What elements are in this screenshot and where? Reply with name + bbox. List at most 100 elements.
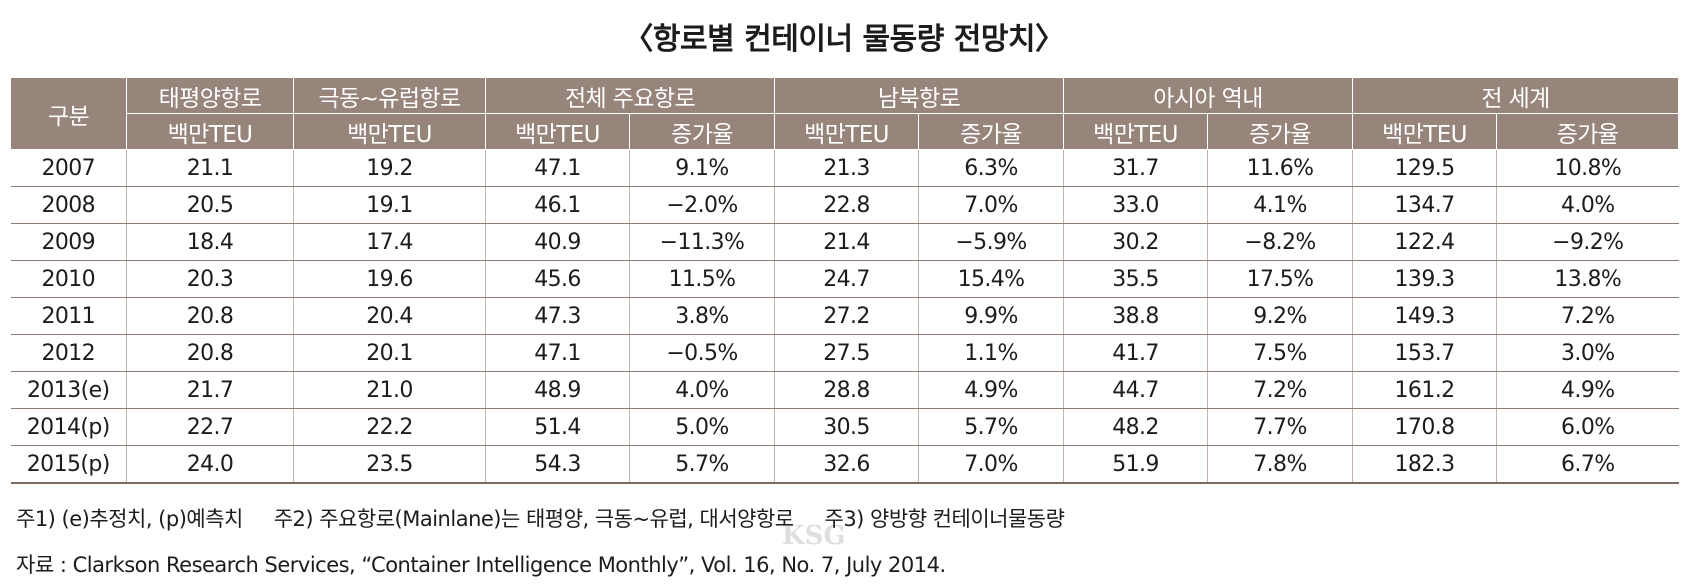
table-cell: 6.3% — [918, 149, 1065, 187]
table-cell: −5.9% — [918, 223, 1065, 261]
table-cell: 28.8 — [774, 371, 920, 409]
header-intra-asia: 아시아 역내 — [1063, 77, 1354, 114]
table-cell: 139.3 — [1352, 260, 1498, 298]
table-cell: 20.8 — [126, 334, 294, 372]
table-cell: 51.9 — [1063, 445, 1209, 484]
row-label: 2011 — [10, 297, 127, 335]
table-cell: 48.2 — [1063, 408, 1209, 446]
table-cell: 21.1 — [126, 149, 294, 187]
table-cell: 22.2 — [293, 408, 486, 446]
table-cell: 5.7% — [628, 445, 776, 484]
table-cell: 20.8 — [126, 297, 294, 335]
table-cell: 10.8% — [1496, 149, 1679, 187]
table-cell: 17.5% — [1207, 260, 1354, 298]
table-cell: 7.0% — [918, 186, 1065, 224]
table-cell: 3.0% — [1496, 334, 1679, 372]
row-label: 2010 — [10, 260, 127, 298]
header-unit: 백만TEU — [126, 113, 294, 150]
table-cell: 149.3 — [1352, 297, 1498, 335]
table-cell: 7.8% — [1207, 445, 1354, 484]
header-pacific: 태평양항로 — [126, 77, 294, 114]
table-cell: 11.6% — [1207, 149, 1354, 187]
table-cell: 11.5% — [628, 260, 776, 298]
header-north-south: 남북항로 — [774, 77, 1065, 114]
header-growth: 증가율 — [628, 113, 776, 150]
table-row: 2013(e) 21.7 21.0 48.9 4.0% 28.8 4.9% 44.7 7.2% 1… — [10, 371, 1679, 409]
table-cell: 4.0% — [628, 371, 776, 409]
table-cell: 19.2 — [293, 149, 486, 187]
table-cell: 45.6 — [485, 260, 630, 298]
table-cell: 4.1% — [1207, 186, 1354, 224]
header-growth: 증가율 — [1496, 113, 1680, 150]
table-cell: 33.0 — [1063, 186, 1209, 224]
table-cell: 27.5 — [774, 334, 920, 372]
table-cell: 24.7 — [774, 260, 920, 298]
table-cell: 19.1 — [293, 186, 486, 224]
table-cell: 27.2 — [774, 297, 920, 335]
table-cell: 5.0% — [628, 408, 776, 446]
table-row: 2007 21.1 19.2 47.1 9.1% 21.3 6.3% 31.7 11.6% 129… — [10, 149, 1679, 187]
table-cell: 7.7% — [1207, 408, 1354, 446]
table-cell: 153.7 — [1352, 334, 1498, 372]
row-label: 2012 — [10, 334, 127, 372]
header-unit: 백만TEU — [293, 113, 486, 150]
table-cell: 3.8% — [628, 297, 776, 335]
table-cell: 7.5% — [1207, 334, 1354, 372]
row-label: 2007 — [10, 149, 127, 187]
row-label: 2009 — [10, 223, 127, 261]
table-cell: 18.4 — [126, 223, 294, 261]
table-cell: 6.7% — [1496, 445, 1679, 484]
table-cell: 40.9 — [485, 223, 630, 261]
row-label: 2013(e) — [10, 371, 127, 409]
table-cell: 21.0 — [293, 371, 486, 409]
page-title: 〈항로별 컨테이너 물동량 전망치〉 — [623, 22, 1065, 57]
table-cell: 4.0% — [1496, 186, 1679, 224]
table-cell: 44.7 — [1063, 371, 1209, 409]
header-unit: 백만TEU — [774, 113, 920, 150]
table-cell: 13.8% — [1496, 260, 1679, 298]
header-growth: 증가율 — [918, 113, 1065, 150]
header-world: 전 세계 — [1352, 77, 1680, 114]
table-cell: 4.9% — [1496, 371, 1679, 409]
table-cell: 20.4 — [293, 297, 486, 335]
table-cell: 182.3 — [1352, 445, 1498, 484]
table-cell: 9.9% — [918, 297, 1065, 335]
table-row: 2008 20.5 19.1 46.1 −2.0% 22.8 7.0% 33.0 4.1% 134… — [10, 186, 1679, 224]
table-cell: −11.3% — [628, 223, 776, 261]
table-cell: 7.2% — [1496, 297, 1679, 335]
table-cell: 6.0% — [1496, 408, 1679, 446]
watermark-logo: KSG — [782, 521, 846, 551]
table-cell: 20.1 — [293, 334, 486, 372]
table-cell: 51.4 — [485, 408, 630, 446]
header-category: 구분 — [10, 77, 127, 150]
table-cell: 41.7 — [1063, 334, 1209, 372]
table-cell: 170.8 — [1352, 408, 1498, 446]
table-cell: 20.5 — [126, 186, 294, 224]
table-cell: 161.2 — [1352, 371, 1498, 409]
table-cell: 35.5 — [1063, 260, 1209, 298]
header-unit: 백만TEU — [485, 113, 630, 150]
table-cell: 122.4 — [1352, 223, 1498, 261]
table-cell: 31.7 — [1063, 149, 1209, 187]
table-row: 2009 18.4 17.4 40.9 −11.3% 21.4 −5.9% 30.2 −8.2%… — [10, 223, 1679, 261]
header-row-units: 백만TEU 백만TEU 백만TEU 증가율 백만TEU 증가율 백만TEU 증가… — [11, 113, 1680, 150]
header-mainlane: 전체 주요항로 — [484, 77, 776, 114]
table-cell: 20.3 — [126, 260, 294, 298]
table-cell: 134.7 — [1352, 186, 1498, 224]
table-cell: −0.5% — [628, 334, 776, 372]
table-row: 2010 20.3 19.6 45.6 11.5% 24.7 15.4% 35.5 17.5% 1… — [10, 260, 1679, 298]
table-cell: 38.8 — [1063, 297, 1209, 335]
header-unit: 백만TEU — [1063, 113, 1209, 150]
table-cell: 4.9% — [918, 371, 1065, 409]
table-cell: 1.1% — [918, 334, 1065, 372]
table-cell: 21.7 — [126, 371, 294, 409]
table-cell: 21.3 — [774, 149, 920, 187]
table-cell: 9.1% — [628, 149, 776, 187]
table-cell: 54.3 — [485, 445, 630, 484]
row-label: 2014(p) — [10, 408, 127, 446]
table-cell: 15.4% — [918, 260, 1065, 298]
header-unit: 백만TEU — [1352, 113, 1498, 150]
table-cell: 9.2% — [1207, 297, 1354, 335]
table-cell: 46.1 — [485, 186, 630, 224]
table-cell: 7.2% — [1207, 371, 1354, 409]
